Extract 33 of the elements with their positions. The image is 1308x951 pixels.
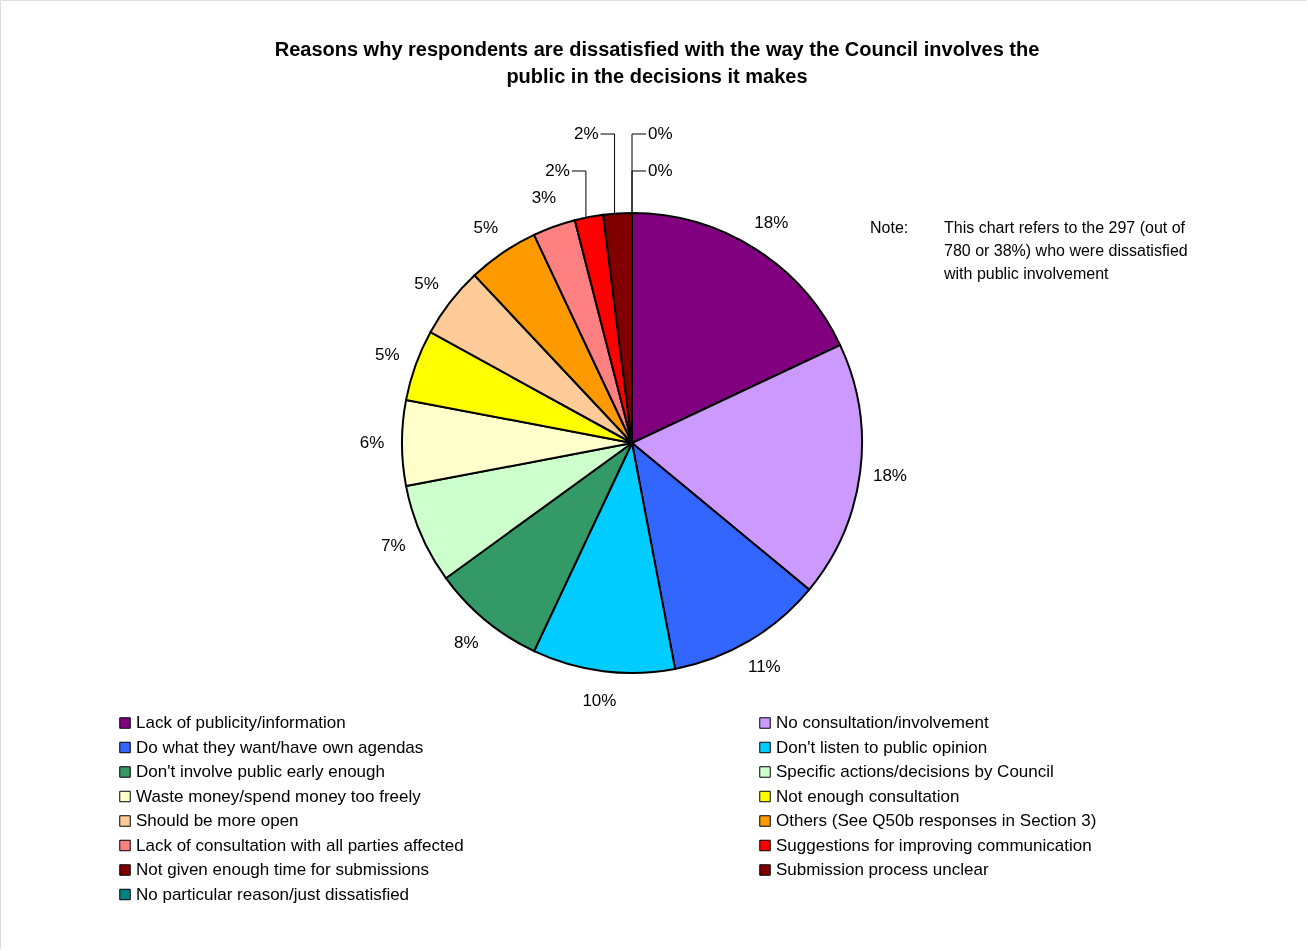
legend-label: Not enough consultation xyxy=(776,786,960,806)
legend-label: Should be more open xyxy=(136,811,299,830)
data-label: 5% xyxy=(375,344,400,364)
data-label: 10% xyxy=(582,690,617,710)
legend-label: Do what they want/have own agendas xyxy=(136,737,424,757)
data-label: 11% xyxy=(747,656,781,676)
legend-label: Lack of consultation with all parties affected xyxy=(136,835,464,855)
data-label: 8% xyxy=(453,633,479,653)
legend-label: Submission process unclear xyxy=(776,860,989,879)
data-label: 5% xyxy=(473,217,499,237)
data-label: 2% xyxy=(573,124,599,143)
data-label: 2% xyxy=(545,161,570,180)
legend-label: Waste money/spend money too freely xyxy=(136,786,422,806)
legend-label: Suggestions for improving communication xyxy=(776,835,1092,855)
text: Note: xyxy=(870,219,909,236)
chart-title: Reasons why respondents are dissatisfied with the way the Council involves the public in the decisions it makes xyxy=(274,38,1040,87)
legend-label: Specific actions/decisions by Council xyxy=(776,762,1054,781)
text: 0% xyxy=(648,161,673,180)
legend-label: Don't involve public early enough xyxy=(136,762,385,781)
legend-label: No particular reason/just dissatisfied xyxy=(136,884,410,904)
text: 0% xyxy=(648,124,673,143)
data-label: 18% xyxy=(872,465,907,485)
data-label: 6% xyxy=(359,433,385,452)
data-label: 3% xyxy=(531,188,557,208)
data-label: 7% xyxy=(381,536,406,556)
legend-label: No consultation/involvement xyxy=(776,713,989,732)
data-label: 18% xyxy=(754,213,789,233)
legend-label: Not given enough time for submissions xyxy=(136,860,429,879)
legend-label: Lack of publicity/information xyxy=(136,713,346,732)
legend-label: Don't listen to public opinion xyxy=(776,737,988,757)
text: This chart refers to the 297 (out of 780 or 38%) who were dissatisfied with public involvement xyxy=(943,219,1188,282)
legend-label: Others (See Q50b responses in Section 3) xyxy=(776,811,1097,830)
data-label: 5% xyxy=(414,273,439,293)
